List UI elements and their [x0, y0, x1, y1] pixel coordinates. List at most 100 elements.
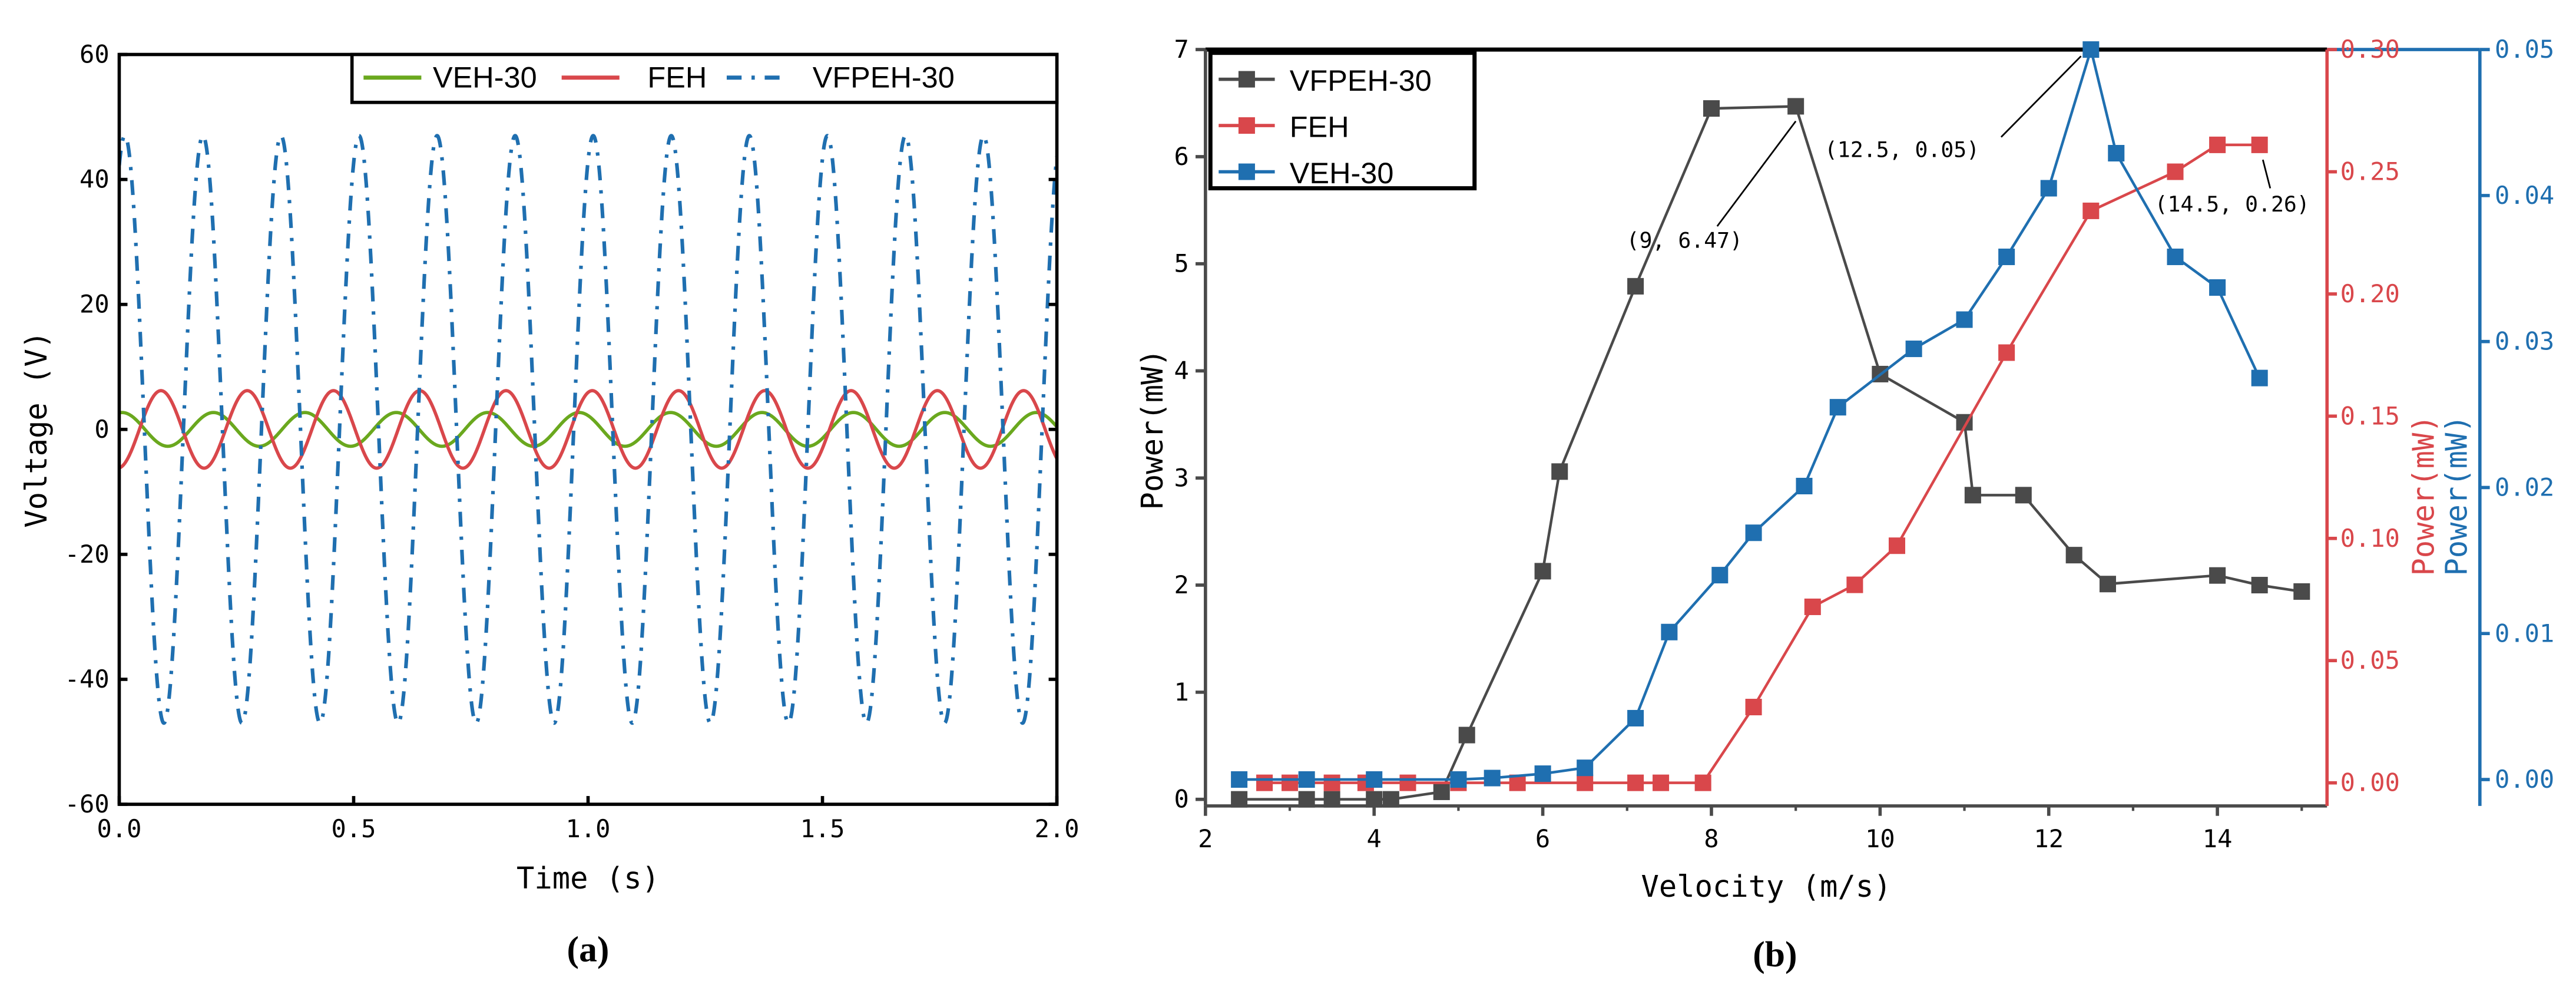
x-tick-label: 14 — [2203, 824, 2233, 853]
data-point — [1366, 791, 1383, 808]
x-tick-label: 8 — [1704, 824, 1719, 853]
data-point — [2082, 202, 2100, 219]
legend-label: VFPEH-30 — [1290, 64, 1432, 97]
legend-label: FEH — [647, 61, 707, 94]
data-point — [1282, 774, 1299, 791]
y-tick-label: 0 — [94, 415, 109, 444]
data-point — [1484, 769, 1501, 787]
data-point — [1298, 771, 1315, 788]
y-tick-label-left: 4 — [1174, 356, 1189, 385]
legend-marker — [1238, 117, 1255, 134]
y-tick-label-left: 6 — [1174, 142, 1189, 171]
data-point — [1905, 341, 1922, 358]
y-tick-label-red: 0.05 — [2340, 646, 2400, 675]
data-point — [1745, 699, 1762, 716]
y-tick-label-blue: 0.00 — [2495, 765, 2554, 794]
data-point — [1627, 278, 1644, 295]
x-tick-label: 2.0 — [1035, 814, 1080, 843]
legend-label: FEH — [1290, 110, 1349, 144]
data-point — [1661, 623, 1678, 640]
y-tick-label-left: 5 — [1174, 249, 1189, 278]
data-point — [1458, 726, 1475, 744]
y-tick-label: 20 — [80, 290, 110, 319]
series-line — [1239, 44, 2261, 781]
series-veh-30 — [1231, 41, 2268, 788]
data-point — [1653, 774, 1670, 791]
data-point — [2167, 163, 2184, 180]
data-point — [1534, 563, 1551, 580]
data-point — [1366, 771, 1383, 788]
y-tick-label-red: 0.10 — [2340, 524, 2400, 553]
data-point — [2167, 248, 2184, 265]
series-feh — [1256, 136, 2268, 791]
data-point — [2015, 487, 2032, 504]
data-point — [1399, 774, 1416, 791]
data-point — [2209, 567, 2226, 584]
data-point — [1956, 311, 1973, 328]
data-point — [1577, 774, 1594, 791]
x-tick-label: 4 — [1367, 824, 1382, 853]
data-point — [2082, 41, 2100, 58]
data-point — [2251, 136, 2268, 153]
annotation-arrow — [2262, 159, 2272, 189]
y-tick-label-blue: 0.04 — [2495, 181, 2554, 210]
data-point — [1433, 783, 1450, 800]
data-point — [2209, 136, 2226, 153]
series-vfpeh-30 — [1231, 98, 2310, 808]
data-point — [1231, 791, 1248, 808]
y-axis-label: Voltage (V) — [19, 331, 54, 528]
data-point — [2108, 145, 2125, 162]
legend-label: VEH-30 — [433, 61, 537, 94]
data-point — [1703, 100, 1720, 117]
data-point — [1323, 774, 1340, 791]
panel-label: (a) — [567, 929, 610, 969]
y-tick-label-left: 7 — [1174, 35, 1189, 64]
legend: VEH-30 FEH VFPEH-30 — [350, 52, 1059, 104]
y-tick-label: -20 — [65, 540, 110, 569]
annotation-arrow — [2000, 55, 2082, 138]
x-tick-label: 12 — [2034, 824, 2064, 853]
data-point — [1829, 399, 1846, 416]
data-point — [1450, 771, 1467, 788]
x-tick-label: 0.0 — [97, 814, 141, 843]
data-point — [1534, 765, 1551, 782]
data-point — [2099, 576, 2116, 593]
data-point — [1694, 774, 1711, 791]
data-point — [1964, 487, 1981, 504]
x-axis-label: Time (s) — [516, 861, 660, 896]
power-chart: 2 4 6 8 10 12 14012345670.000.050.100.150.200.… — [1135, 35, 2554, 975]
data-point — [1888, 537, 1906, 554]
y-tick-label: 40 — [80, 165, 110, 194]
series-line-vfpeh-30 — [119, 134, 1057, 725]
x-tick-label: 1.0 — [566, 814, 611, 843]
y-tick-label-blue: 0.01 — [2495, 619, 2554, 648]
data-point — [1382, 791, 1399, 808]
y-tick-label-red: 0.30 — [2340, 35, 2400, 64]
y-tick-label-left: 0 — [1174, 785, 1189, 814]
legend-box — [350, 52, 1059, 104]
data-point — [2293, 583, 2310, 600]
y-tick-label-blue: 0.05 — [2495, 35, 2554, 64]
y-tick-label-left: 2 — [1174, 570, 1189, 599]
data-point — [1804, 598, 1821, 615]
x-tick-label: 1.5 — [800, 814, 845, 843]
data-point — [1551, 463, 1568, 480]
data-point — [1787, 98, 1804, 115]
y-tick-label-left: 3 — [1174, 463, 1189, 492]
y-tick-label: -40 — [65, 665, 110, 693]
y-tick-label-left: 1 — [1174, 678, 1189, 706]
annotation-label: (14.5, 0.26) — [2155, 191, 2310, 217]
y-axis-label-red: Power(mW) — [2406, 415, 2441, 576]
data-point — [1998, 248, 2015, 265]
data-point — [2065, 547, 2082, 564]
y-tick-label: -60 — [65, 790, 110, 818]
data-point — [1231, 771, 1248, 788]
data-point — [1846, 576, 1863, 593]
annotation-label: (12.5, 0.05) — [1825, 137, 1979, 162]
data-point — [1256, 774, 1273, 791]
series-line — [1239, 105, 2302, 801]
voltage-chart: -60 -40 -20 0 20 40 60 0.0 0.5 1.0 1.5 2.0 Time (s) V… — [19, 40, 1079, 970]
series-group — [119, 134, 1057, 725]
data-point — [1323, 791, 1340, 808]
data-point — [1627, 709, 1644, 726]
